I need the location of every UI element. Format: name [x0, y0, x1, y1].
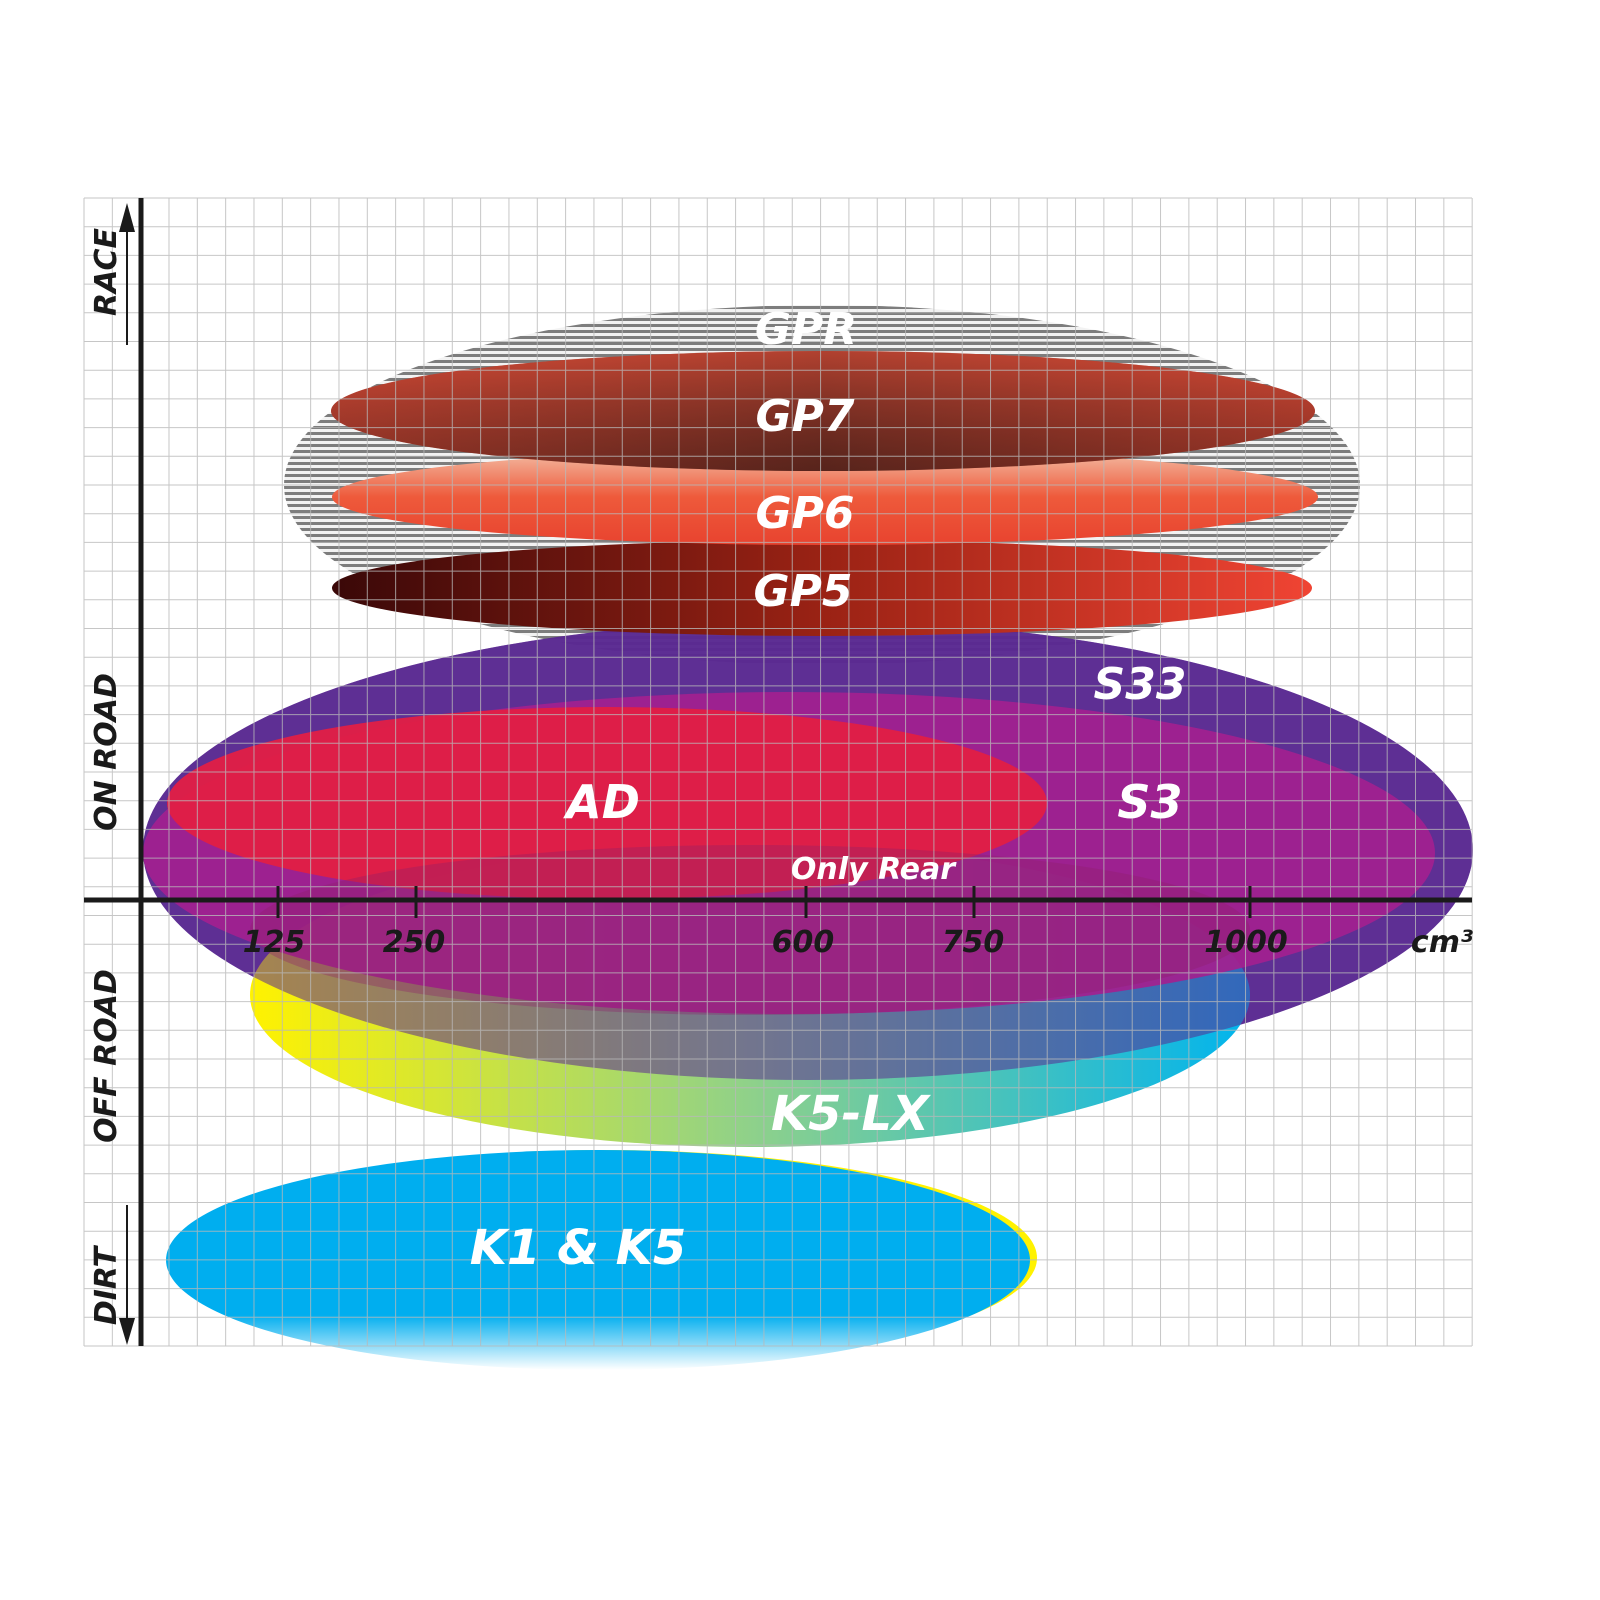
race-arrow-icon — [119, 203, 135, 345]
label-s33: S33 — [1094, 659, 1187, 710]
gp7-shade — [331, 351, 1315, 471]
label-dirt: DIRT — [89, 1244, 124, 1325]
label-only-rear: Only Rear — [791, 852, 957, 887]
tick-label-125: 125 — [243, 925, 306, 960]
label-gp7: GP7 — [756, 391, 855, 442]
gp5-range — [332, 540, 1312, 636]
label-race: RACE — [89, 228, 124, 316]
label-ad: AD — [563, 775, 640, 829]
label-gp5: GP5 — [754, 566, 853, 617]
unit-label: cm³ — [1411, 925, 1473, 960]
gp6-range — [332, 449, 1318, 545]
label-k1k5: K1 & K5 — [470, 1220, 686, 1276]
grid — [83, 197, 1473, 1347]
tick-label-1000: 1000 — [1204, 925, 1288, 960]
tick-label-250: 250 — [383, 925, 446, 960]
label-gpr: GPR — [755, 304, 857, 355]
tick-label-750: 750 — [942, 925, 1005, 960]
tick-label-600: 600 — [772, 925, 835, 960]
label-on-road: ON ROAD — [89, 673, 124, 831]
x-ticks — [276, 886, 1252, 918]
label-gp6: GP6 — [756, 488, 855, 539]
label-s3: S3 — [1117, 775, 1182, 829]
dirt-arrow-icon — [119, 1205, 135, 1345]
label-k5lx: K5-LX — [771, 1086, 931, 1142]
label-off-road: OFF ROAD — [89, 969, 124, 1143]
ad-range — [167, 707, 1047, 899]
